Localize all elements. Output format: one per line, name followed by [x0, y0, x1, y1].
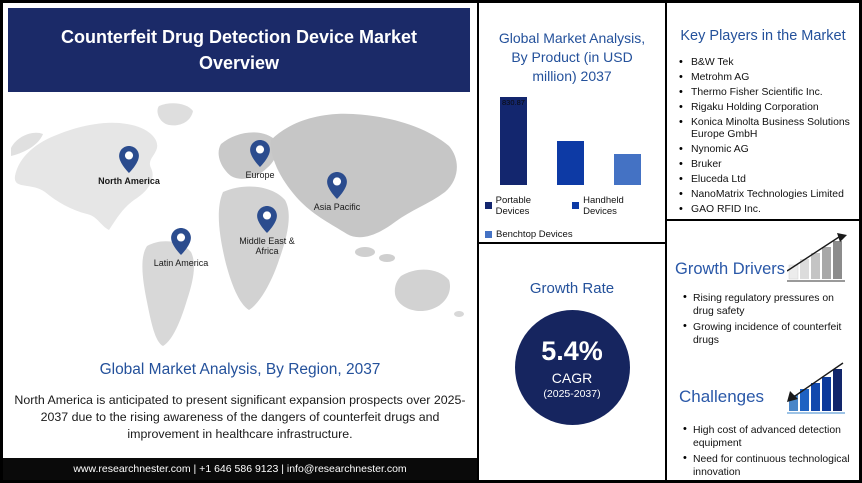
cagr-period: (2025-2037) — [543, 387, 601, 400]
legend-item: Portable Devices — [485, 195, 563, 217]
chart-bar — [614, 153, 641, 185]
challenges-list: High cost of advanced detection equipmen… — [675, 423, 853, 479]
list-item: Need for continuous technological innova… — [683, 452, 853, 479]
list-item: Bruker — [679, 158, 859, 172]
list-item: Thermo Fisher Scientific Inc. — [679, 86, 859, 100]
product-chart-section: Global Market Analysis, By Product (in U… — [479, 3, 665, 244]
legend-item: Benchtop Devices — [485, 229, 573, 240]
list-item: Eluceda Ltd — [679, 173, 859, 187]
location-pin-icon — [171, 228, 191, 255]
list-item: GAO RFID Inc. — [679, 203, 859, 217]
legend-item: Handheld Devices — [572, 195, 656, 217]
cagr-circle: 5.4% CAGR (2025-2037) — [514, 310, 630, 425]
list-item: High cost of advanced detection equipmen… — [683, 423, 853, 450]
legend-label: Benchtop Devices — [496, 228, 573, 240]
chart-legend: Portable Devices Handheld Devices Bencht… — [479, 195, 665, 240]
legend-swatch — [485, 230, 492, 238]
cagr-metric: CAGR — [551, 369, 593, 386]
location-pin-icon — [327, 172, 347, 199]
list-item: Nynomic AG — [679, 143, 859, 157]
key-players-section: Key Players in the Market B&W Tek Metroh… — [667, 3, 859, 222]
list-item: Rising regulatory pressures on drug safe… — [683, 291, 853, 318]
footer-bar: www.researchnester.com | +1 646 586 9123… — [3, 458, 477, 480]
location-pin-icon — [119, 146, 139, 173]
right-column: Key Players in the Market B&W Tek Metroh… — [665, 3, 859, 480]
title-banner: Counterfeit Drug Detection Device Market… — [8, 8, 470, 92]
rising-bar-chart-icon — [787, 233, 847, 283]
key-players-list: B&W Tek Metrohm AG Thermo Fisher Scienti… — [667, 56, 859, 217]
list-item: Konica Minolta Business Solutions Europe… — [679, 116, 859, 142]
location-pin-icon — [257, 206, 277, 233]
map-pin-middle-east-africa: Middle East & Africa — [232, 206, 302, 257]
key-players-heading: Key Players in the Market — [680, 28, 846, 44]
legend-swatch — [485, 202, 492, 210]
page-title: Counterfeit Drug Detection Device Market… — [60, 26, 418, 73]
legend-label: Portable Devices — [495, 194, 531, 217]
world-map-graphic — [11, 103, 464, 346]
growth-rate-heading: Growth Rate — [529, 280, 615, 297]
chart-title: Global Market Analysis, By Product (in U… — [498, 30, 646, 84]
cagr-value: 5.4% — [541, 335, 603, 366]
middle-column: Global Market Analysis, By Product (in U… — [477, 3, 665, 480]
list-item: B&W Tek — [679, 56, 859, 70]
drivers-challenges-section: Growth Drivers Rising regulatory pressur… — [667, 221, 859, 480]
map-pin-europe: Europe — [225, 140, 295, 180]
growth-rate-section: Growth Rate 5.4% CAGR (2025-2037) — [479, 244, 665, 480]
region-label: Asia Pacific — [313, 202, 361, 212]
list-item: Growing incidence of counterfeit drugs — [683, 320, 853, 347]
challenges-heading: Challenges — [679, 387, 765, 407]
region-label: North America — [98, 176, 160, 186]
declining-arrow-bar-chart-icon — [787, 362, 845, 415]
chart-bar: 830.87 — [500, 96, 527, 185]
growth-drivers-header: Growth Drivers — [675, 231, 853, 283]
region-label: Middle East & Africa — [239, 236, 295, 257]
legend-swatch — [572, 202, 580, 210]
bar-chart: 830.87 — [479, 90, 665, 185]
left-panel: Counterfeit Drug Detection Device Market… — [3, 3, 477, 480]
map-pin-north-america: North America — [94, 146, 164, 186]
growth-drivers-list: Rising regulatory pressures on drug safe… — [675, 291, 853, 347]
map-caption: Global Market Analysis, By Region, 2037 — [99, 361, 381, 378]
chart-bar — [557, 140, 584, 185]
challenges-header: Challenges — [675, 359, 853, 415]
bar-data-label: 830.87 — [502, 97, 525, 107]
growth-drivers-heading: Growth Drivers — [675, 260, 786, 279]
summary-paragraph: North America is anticipated to present … — [14, 393, 466, 442]
region-label: Latin America — [153, 258, 209, 268]
list-item: Metrohm AG — [679, 71, 859, 85]
world-map: North America Europe Asia Pacific — [9, 98, 471, 355]
map-pin-asia-pacific: Asia Pacific — [302, 172, 372, 212]
footer-contact-text: www.researchnester.com | +1 646 586 9123… — [73, 463, 407, 475]
location-pin-icon — [250, 140, 270, 167]
region-label: Europe — [245, 170, 275, 180]
map-pin-latin-america: Latin America — [146, 228, 216, 268]
list-item: NanoMatrix Technologies Limited — [679, 188, 859, 202]
legend-label: Handheld Devices — [583, 194, 624, 217]
list-item: Rigaku Holding Corporation — [679, 101, 859, 115]
